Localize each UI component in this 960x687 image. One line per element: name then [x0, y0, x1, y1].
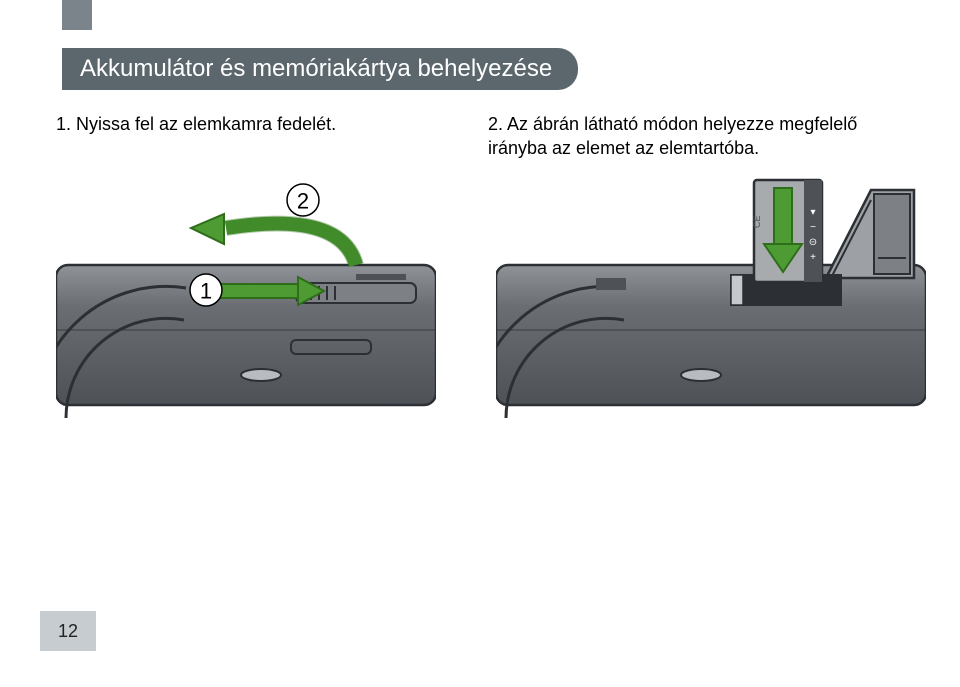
step-marker-1-label: 1 [200, 279, 212, 304]
header-tab [62, 0, 92, 30]
svg-text:▾: ▾ [810, 207, 815, 218]
step-1-text: 1. Nyissa fel az elemkamra fedelét. [56, 112, 472, 161]
svg-text:−: − [810, 222, 816, 233]
arrow-open [191, 214, 356, 265]
illustration-row: 2 1 [56, 170, 920, 425]
step-marker-2: 2 [287, 184, 319, 216]
battery-door [826, 190, 914, 278]
step-marker-1: 1 [190, 274, 222, 306]
illustration-open-door: 2 1 [56, 170, 436, 425]
illustration-insert-battery: ▾ − ⊝ + CE [496, 170, 926, 425]
svg-text:CE: CE [752, 215, 762, 228]
page-title: Akkumulátor és memóriakártya behelyezése [62, 48, 578, 90]
step-2-text: 2. Az ábrán látható módon helyezze megfe… [488, 112, 904, 161]
page-number: 12 [40, 611, 96, 651]
svg-text:⊝: ⊝ [809, 237, 817, 248]
svg-text:+: + [810, 252, 816, 263]
step-marker-2-label: 2 [297, 189, 309, 214]
instruction-row: 1. Nyissa fel az elemkamra fedelét. 2. A… [56, 112, 904, 161]
